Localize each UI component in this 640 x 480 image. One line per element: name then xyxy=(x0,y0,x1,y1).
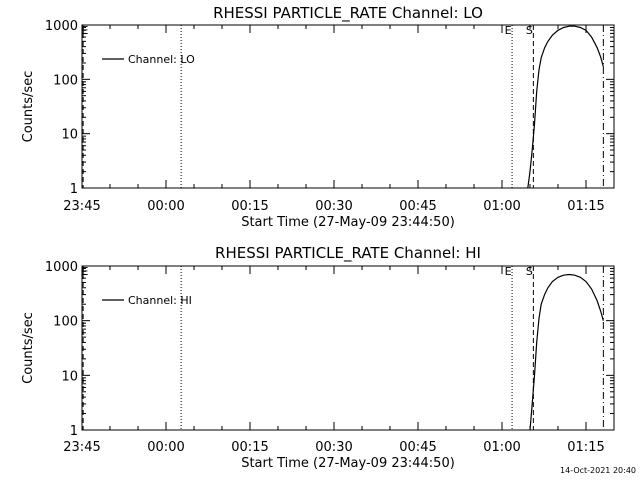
chart-2-legend-entry: Channel: HI xyxy=(128,294,192,307)
chart-1-marker-label-S: S xyxy=(526,24,533,37)
chart-1-x-tick-label: 01:15 xyxy=(567,199,604,214)
chart-2-y-tick-label: 10 xyxy=(61,369,78,384)
chart-2-x-tick-label: 00:45 xyxy=(399,440,436,455)
chart-2-title: RHESSI PARTICLE_RATE Channel: HI xyxy=(215,244,481,263)
chart-1-x-axis-label: Start Time (27-May-09 23:44:50) xyxy=(241,215,455,230)
chart-2-x-tick-label: 01:00 xyxy=(483,440,520,455)
chart-1-legend-entry: Channel: LO xyxy=(128,53,195,66)
chart-2-marker-label-E: E xyxy=(505,265,512,278)
chart-1-y-tick-label: 100 xyxy=(53,73,78,88)
chart-2-y-tick-label: 100 xyxy=(53,315,78,330)
chart-2-series-line-1 xyxy=(529,273,604,431)
chart-2-x-tick-label: 00:00 xyxy=(147,440,184,455)
chart-2-marker-label-S: S xyxy=(526,265,533,278)
chart-2-x-tick-label: 01:15 xyxy=(567,440,604,455)
chart-2-plot-frame xyxy=(81,265,615,431)
chart-1-marker-label-E: E xyxy=(505,24,512,37)
chart-1-series-line-1 xyxy=(527,25,604,189)
chart-1-x-tick-label: 23:45 xyxy=(63,199,100,214)
chart-1-x-tick-label: 01:00 xyxy=(483,199,520,214)
chart-2-y-tick-label: 1000 xyxy=(45,260,78,275)
chart-2-y-tick-label: 1 xyxy=(70,424,78,439)
timestamp: 14-Oct-2021 20:40 xyxy=(560,466,636,475)
chart-2-x-tick-label: 00:15 xyxy=(231,440,268,455)
chart-1-x-tick-label: 00:45 xyxy=(399,199,436,214)
chart-1-y-tick-label: 1000 xyxy=(45,19,78,34)
chart-1-plot-frame xyxy=(81,24,615,189)
chart-1-y-tick-label: 1 xyxy=(70,182,78,197)
chart-1-x-tick-label: 00:15 xyxy=(231,199,268,214)
chart-2-x-tick-label: 23:45 xyxy=(63,440,100,455)
chart-1-title: RHESSI PARTICLE_RATE Channel: LO xyxy=(213,4,483,23)
chart-2-y-axis-label: Counts/sec xyxy=(21,312,36,384)
chart-1-y-axis-label: Counts/sec xyxy=(21,71,36,143)
chart-1-x-tick-label: 00:00 xyxy=(147,199,184,214)
chart-2-marker-label-left: E xyxy=(82,265,89,278)
chart-1-y-tick-label: 10 xyxy=(61,128,78,143)
chart-2-x-axis-label: Start Time (27-May-09 23:44:50) xyxy=(241,456,455,471)
chart-2-x-tick-label: 00:30 xyxy=(315,440,352,455)
chart-1-x-tick-label: 00:30 xyxy=(315,199,352,214)
chart-1-marker-label-left: E xyxy=(82,24,89,37)
